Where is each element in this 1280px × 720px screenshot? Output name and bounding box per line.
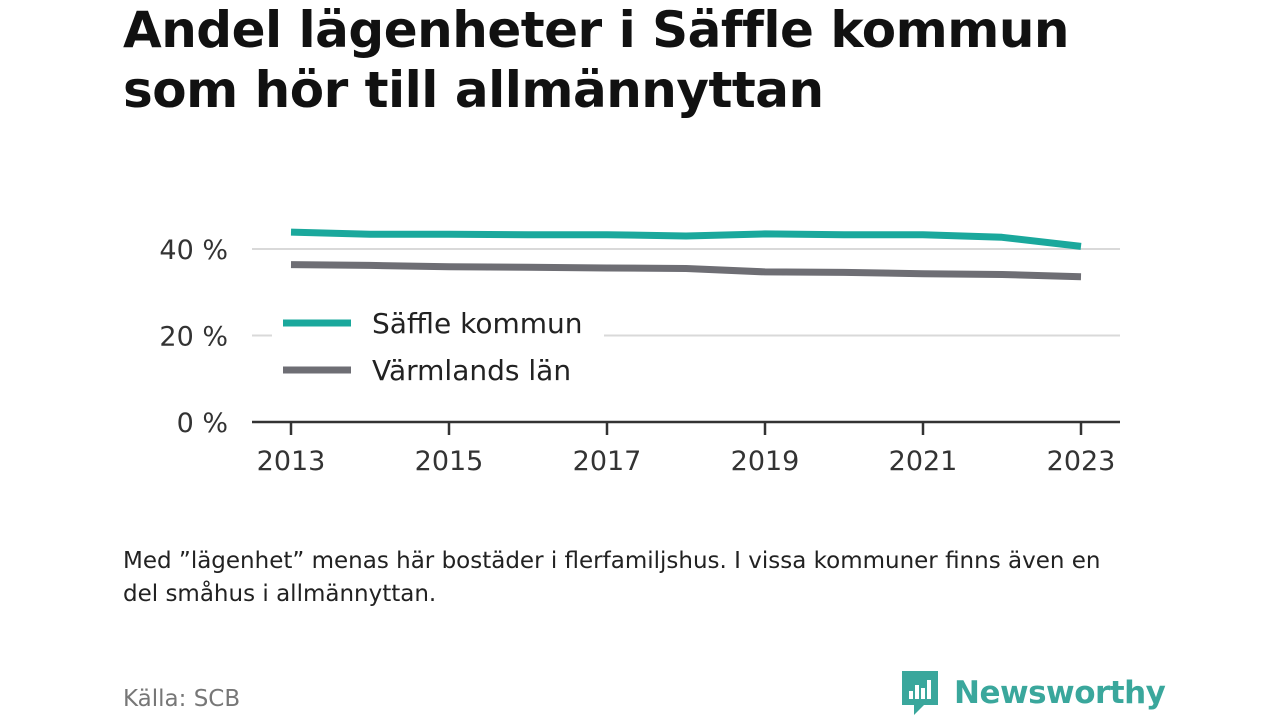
source-label: Källa: SCB	[123, 686, 241, 712]
x-tick-label: 2017	[573, 446, 642, 477]
y-axis-tick-labels: 0 % 20 % 40 %	[159, 235, 228, 439]
x-tick-label: 2015	[415, 446, 484, 477]
brand-logo: Newsworthy	[900, 670, 1166, 716]
x-tick-label: 2019	[731, 446, 800, 477]
brand-name: Newsworthy	[954, 675, 1166, 711]
x-tick-label: 2013	[257, 446, 326, 477]
series-line-varmlands-lan	[290, 261, 1082, 281]
y-tick-label: 40 %	[159, 235, 228, 266]
x-tick-label: 2023	[1047, 446, 1116, 477]
legend-label: Värmlands län	[372, 354, 571, 387]
legend: Säffle kommun Värmlands län	[272, 297, 604, 395]
legend-label: Säffle kommun	[372, 307, 583, 340]
series-line-saffle-kommun	[290, 228, 1082, 250]
newsworthy-logo-icon	[902, 671, 938, 715]
line-chart: 0 % 20 % 40 % 2013 2015 2017 2019 2021 2023 Säf…	[159, 228, 1120, 477]
x-axis: 2013 2015 2017 2019 2021 2023	[252, 420, 1120, 477]
chart-title: Andel lägenheter i Säffle kommun som hör…	[123, 1, 1070, 119]
y-tick-label: 0 %	[177, 408, 228, 439]
x-tick-label: 2021	[889, 446, 958, 477]
series-lines	[290, 228, 1082, 281]
chart-footnote: Med ”lägenhet” menas här bostäder i fler…	[123, 548, 1101, 607]
y-tick-label: 20 %	[159, 322, 228, 353]
legend-background	[272, 297, 604, 395]
